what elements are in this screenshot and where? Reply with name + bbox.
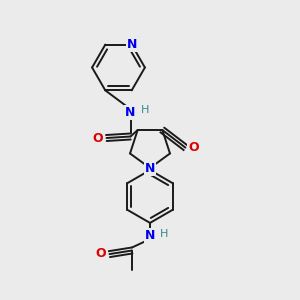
Text: H: H <box>160 229 169 239</box>
Text: N: N <box>145 229 155 242</box>
Text: O: O <box>93 131 104 145</box>
Text: O: O <box>96 247 106 260</box>
Text: N: N <box>125 106 136 119</box>
Text: O: O <box>188 141 199 154</box>
Text: N: N <box>145 161 155 175</box>
Text: H: H <box>141 105 149 116</box>
Text: N: N <box>127 38 137 51</box>
